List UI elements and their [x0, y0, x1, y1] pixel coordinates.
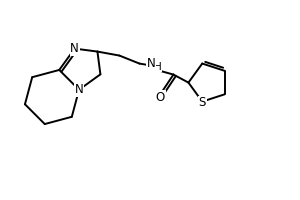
Text: N: N — [147, 57, 156, 70]
Text: N: N — [75, 83, 83, 96]
Text: O: O — [156, 91, 165, 104]
Text: S: S — [199, 96, 206, 109]
Text: N: N — [70, 42, 79, 55]
Text: H: H — [154, 62, 161, 72]
